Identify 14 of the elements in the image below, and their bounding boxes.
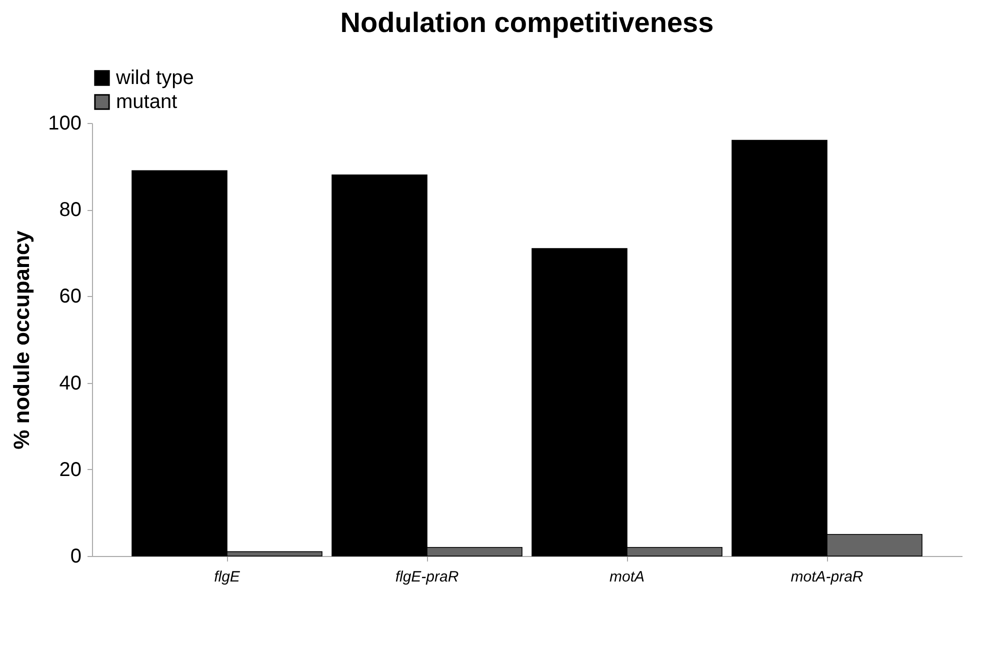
- y-tick-label: 20: [59, 458, 82, 481]
- y-tick-label: 40: [59, 372, 82, 394]
- y-tick-label: 60: [59, 286, 82, 308]
- x-tick-label: motA: [609, 568, 645, 586]
- legend-label: mutant: [116, 91, 178, 113]
- x-tick-label: flgE-praR: [395, 568, 459, 586]
- y-tick-label: 0: [70, 546, 82, 568]
- y-tick-label: 100: [48, 112, 82, 134]
- y-axis-title: % nodule occupancy: [9, 230, 34, 450]
- legend-label: wild type: [115, 67, 194, 89]
- chart-title: Nodulation competitiveness: [340, 7, 714, 38]
- x-tick-label: motA-praR: [790, 568, 864, 586]
- x-tick-label: flgE: [214, 568, 241, 586]
- y-tick-label: 80: [59, 199, 82, 222]
